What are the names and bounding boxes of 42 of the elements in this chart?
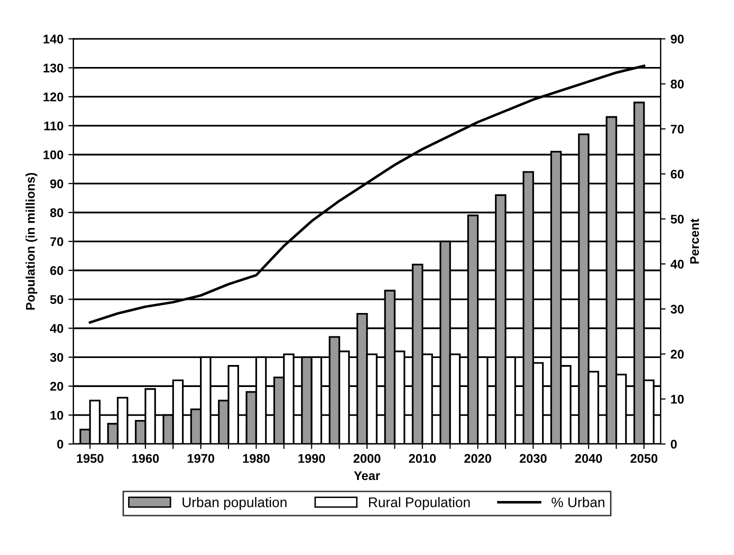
y-tick-label: 70 [50, 237, 64, 246]
y-tick-label: 60 [50, 266, 64, 276]
y-tick-label: 40 [50, 324, 64, 333]
x-axis-title: Year [354, 471, 380, 480]
x-tick-label: 2010 [408, 454, 436, 463]
y-tick-label: 50 [50, 295, 64, 304]
y-tick-label: 20 [50, 382, 64, 391]
y2-tick-label: 90 [670, 34, 684, 44]
y2-tick-label: 0 [670, 440, 677, 449]
legend-label: % Urban [552, 497, 604, 508]
x-tick-label: 2030 [520, 454, 547, 463]
y-tick-label: 90 [50, 179, 64, 188]
y-tick-label: 10 [50, 410, 64, 420]
y2-tick-label: 70 [670, 124, 684, 134]
legend-label: Rural Population [369, 497, 470, 510]
y2-tick-label: 40 [670, 260, 684, 269]
x-tick-label: 1960 [132, 454, 159, 463]
y2-tick-label: 50 [670, 214, 684, 224]
y-tick-label: 140 [44, 34, 64, 44]
y2-axis-title: Percent [690, 218, 699, 264]
x-tick-label: 2000 [354, 454, 380, 463]
y-tick-label: 110 [44, 121, 64, 130]
y2-tick-label: 30 [670, 304, 684, 314]
y-tick-label: 100 [44, 150, 64, 160]
y-tick-label: 130 [44, 64, 64, 72]
x-tick-label: 1980 [243, 454, 270, 463]
y2-tick-label: 60 [670, 170, 684, 179]
x-tick-label: 2040 [575, 454, 602, 463]
y-axis-title: Population (in millions) [26, 172, 38, 310]
y-tick-label: 30 [50, 352, 64, 362]
y-tick-label: 120 [44, 92, 64, 102]
legend-label: Urban population [182, 497, 286, 510]
x-tick-label: 1970 [188, 454, 214, 463]
x-tick-label: 1950 [76, 454, 104, 463]
y-tick-label: 80 [50, 208, 64, 218]
y2-tick-label: 10 [671, 394, 684, 404]
y-tick-label: 0 [57, 440, 64, 449]
x-tick-label: 2050 [630, 454, 658, 463]
y2-tick-label: 80 [670, 80, 684, 89]
y2-tick-label: 20 [670, 350, 684, 359]
x-tick-label: 2020 [464, 454, 492, 463]
x-tick-label: 1990 [298, 454, 325, 463]
